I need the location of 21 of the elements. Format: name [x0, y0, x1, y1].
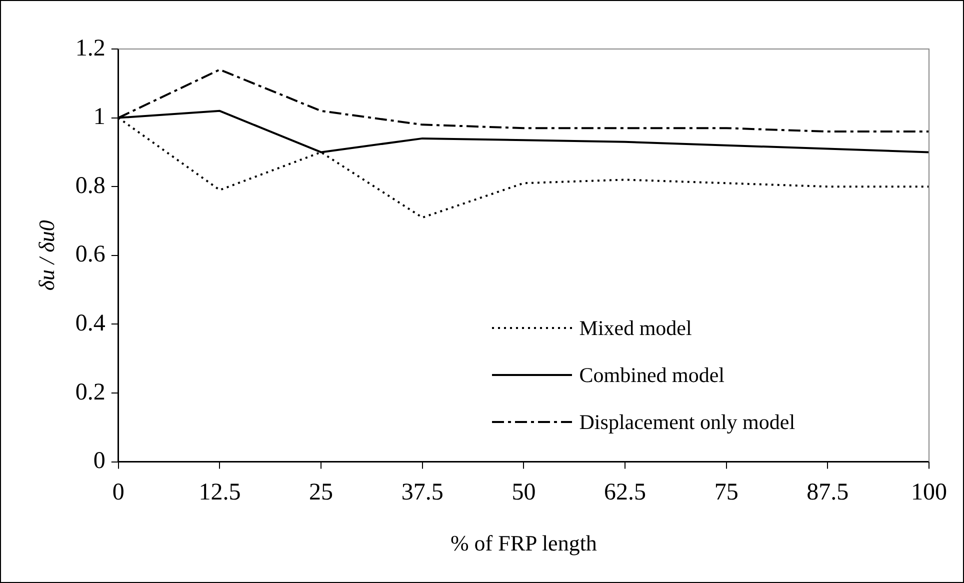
x-tick-label: 75 [714, 479, 738, 506]
x-tick-label: 12.5 [198, 479, 241, 506]
y-tick-label: 0.2 [75, 379, 106, 406]
x-tick-label: 87.5 [806, 479, 849, 506]
y-tick-label: 0.8 [75, 172, 106, 199]
x-tick-label: 50 [512, 479, 536, 506]
y-tick-label: 0.4 [75, 310, 106, 336]
x-tick-label: 0 [112, 479, 124, 506]
legend-label: Combined model [579, 362, 725, 388]
x-tick-label: 37.5 [401, 479, 444, 506]
y-tick-label: 1 [93, 104, 106, 130]
x-tick-label: 62.5 [604, 479, 646, 506]
x-tick-label: 25 [309, 479, 334, 506]
y-axis-title: δu / δu0 [34, 220, 59, 291]
y-tick-label: 0 [93, 448, 106, 474]
x-tick-label: 100 [911, 479, 947, 506]
legend-label: Displacement only model [579, 410, 796, 435]
x-axis-title: % of FRP length [450, 530, 597, 556]
legend-label: Mixed model [579, 316, 692, 341]
y-tick-label: 1.2 [75, 35, 106, 62]
y-tick-label: 0.6 [75, 242, 106, 268]
